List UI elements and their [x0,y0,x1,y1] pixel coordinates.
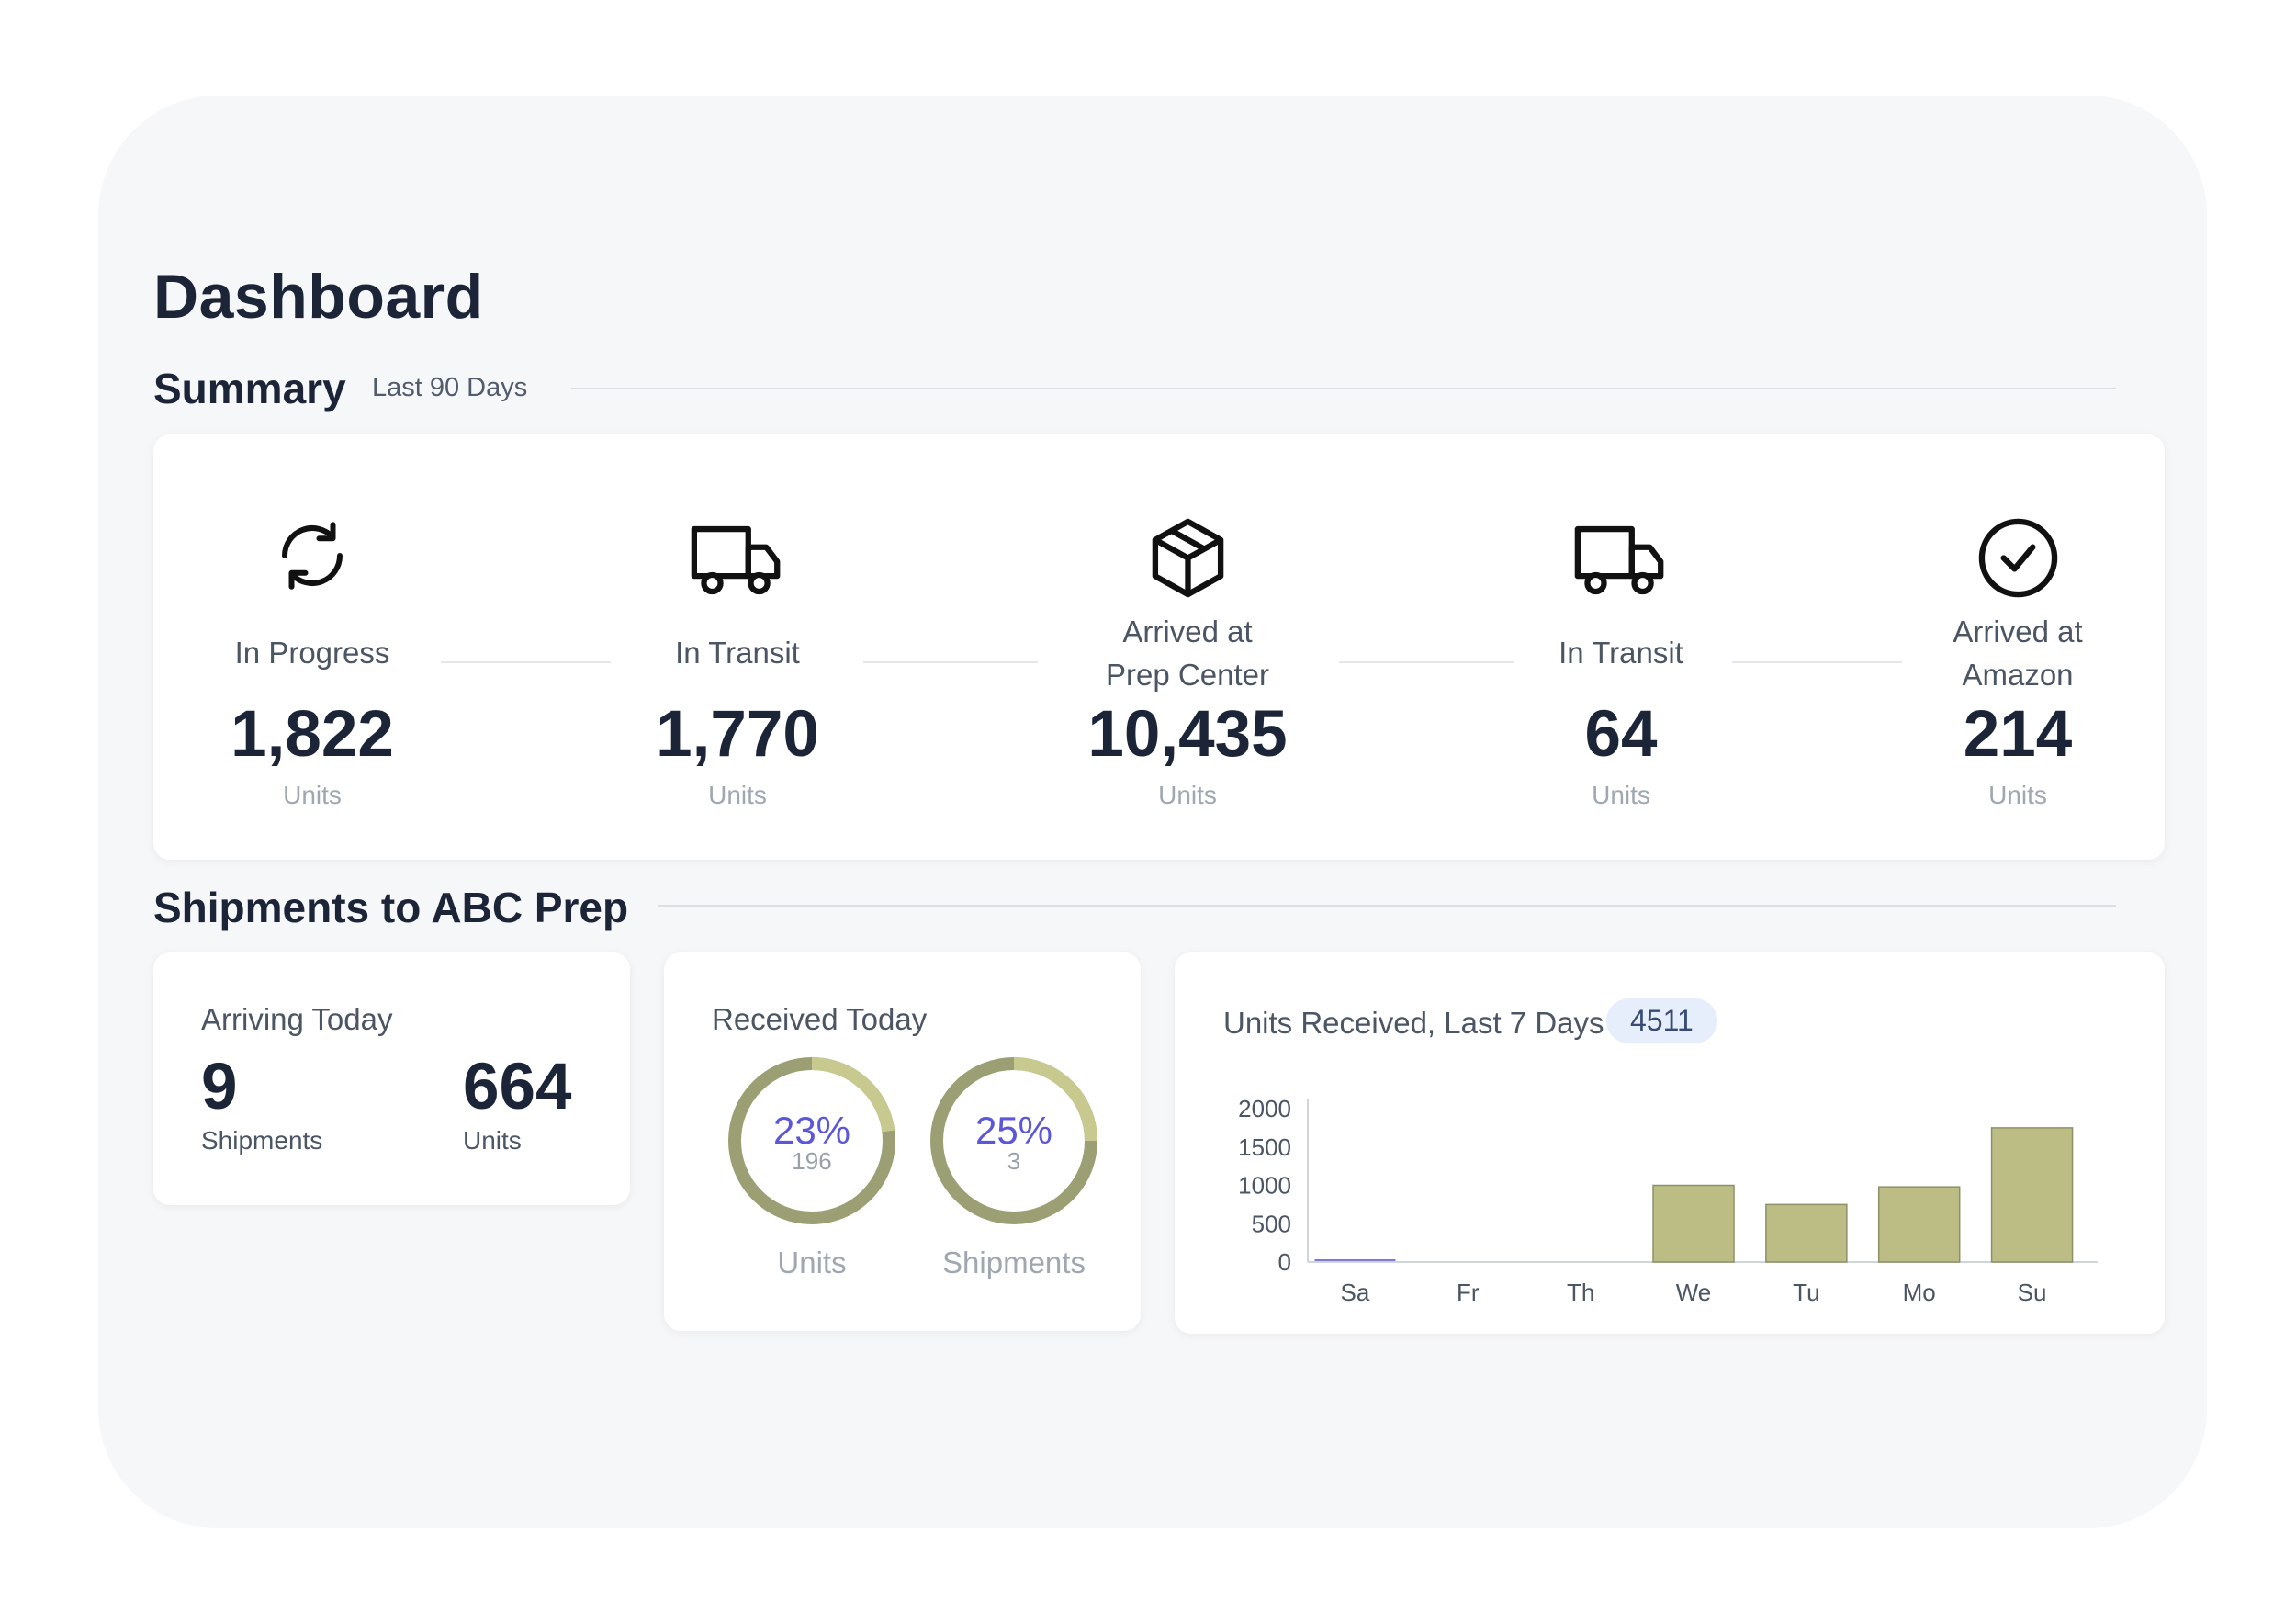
units-donut [728,1057,895,1224]
units-count: 196 [792,1147,832,1175]
summary-card [153,434,2165,860]
units-total-badge: 4511 [1606,998,1717,1043]
stage-unit: Units [708,781,767,809]
arriving-units-value: 664 [463,1051,572,1123]
arriving-today-card: Arriving Today 9 Shipments 664 Units [153,952,630,1205]
shipments-caption: Shipments [942,1245,1086,1279]
shipments-count: 3 [1007,1147,1021,1175]
refresh-icon [165,514,459,597]
x-tick-label: Fr [1457,1279,1480,1306]
stage-label-line2: Prep Center [1106,658,1269,692]
arriving-shipments-value: 9 [201,1051,238,1123]
truck-icon [1474,514,1768,602]
box-icon [1041,514,1334,602]
y-tick-label: 1500 [1238,1133,1291,1161]
stage-value: 214 [1963,698,2073,771]
stage-connector [1339,661,1514,663]
y-tick-label: 500 [1252,1210,1291,1237]
arriving-today-title: Arriving Today [201,1002,393,1036]
stage-label: Arrived at [1122,614,1253,648]
arriving-units-label: Units [463,1126,522,1155]
received-today-title: Received Today [712,1002,928,1036]
x-tick-label: Mo [1903,1279,1936,1306]
y-tick-label: 2000 [1238,1095,1291,1122]
stage-value: 64 [1584,698,1658,771]
units-chart-card: Units Received, Last 7 Days 4511 2000 150… [1175,952,2165,1334]
bar-mo[interactable] [1877,1186,1961,1263]
summary-divider [571,388,2116,389]
bar-tu[interactable] [1765,1203,1848,1263]
donut-progress [930,1057,1097,1224]
shipments-divider [658,905,2116,907]
y-tick-label: 1000 [1238,1172,1291,1200]
units-percent: 23% [772,1109,851,1152]
stage-connector [863,661,1038,663]
shipments-title: Shipments to ABC Prep [153,884,629,931]
shipments-donut [930,1057,1097,1224]
units-caption: Units [777,1245,847,1279]
page-title: Dashboard [153,262,484,332]
bar-su[interactable] [1990,1127,2074,1263]
stage-label: In Transit [675,636,800,670]
check-circle-icon [1871,514,2165,602]
stage-label-line2: Amazon [1962,658,2074,692]
stage-connector [1732,661,1902,663]
stage-label: In Transit [1559,636,1683,670]
received-today-card: Received Today 23% 196 Units 25% 3 Shipm… [664,952,1141,1331]
x-tick-label: Tu [1793,1279,1819,1306]
stage-connector [441,661,611,663]
stage-label: Arrived at [1953,614,2083,648]
units-bar-chart: 2000 1500 1000 500 0 Sa Fr Th We Tu Mo Su [1238,1095,2098,1306]
stage-value: 1,770 [656,698,819,771]
donut-progress [728,1057,895,1224]
summary-range: Last 90 Days [372,373,528,402]
x-tick-label: We [1676,1279,1712,1306]
x-tick-label: Th [1567,1279,1594,1306]
stage-label: In Progress [234,636,390,670]
stage-unit: Units [283,781,342,809]
x-tick-label: Sa [1341,1279,1370,1306]
stage-unit: Units [1592,781,1650,809]
bar-we[interactable] [1652,1184,1735,1263]
truck-icon [591,514,884,602]
shipments-percent: 25% [974,1109,1053,1152]
y-tick-label: 0 [1278,1248,1291,1276]
x-tick-label: Su [2018,1279,2047,1306]
bar-sa[interactable] [1314,1259,1396,1261]
stage-value: 1,822 [231,698,394,771]
summary-title: Summary [153,365,346,412]
stage-unit: Units [1158,781,1217,809]
stage-unit: Units [1988,781,2047,809]
units-chart-title: Units Received, Last 7 Days [1223,1006,1604,1040]
arriving-shipments-label: Shipments [201,1126,323,1155]
stage-value: 10,435 [1087,698,1288,771]
